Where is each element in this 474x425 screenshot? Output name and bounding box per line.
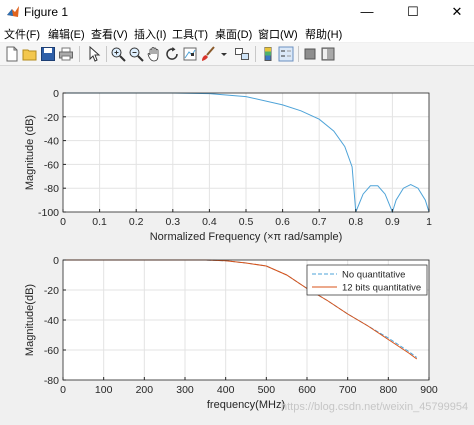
insert-legend-icon[interactable] [278, 46, 294, 62]
y-tick-label: -100 [38, 207, 59, 219]
zoom-in-icon[interactable] [110, 46, 126, 62]
new-figure-icon[interactable] [4, 46, 20, 62]
y-tick-label: -80 [44, 375, 59, 387]
insert-colorbar-icon[interactable] [260, 46, 276, 62]
menu-view[interactable]: 查看(V) [91, 29, 128, 41]
figure-area: 0 0.1 0.2 0.3 0.4 0.5 0.6 0.7 0.8 0.9 1 0 -20 -40 -60 -… [0, 66, 474, 422]
link-plot-icon[interactable] [234, 46, 250, 62]
open-file-icon[interactable] [22, 46, 38, 62]
show-plot-tools-icon[interactable] [320, 46, 336, 62]
y-tick-label: -20 [44, 285, 59, 297]
toolbar-separator [79, 46, 80, 62]
watermark: https://blog.csdn.net/weixin_45799954 [281, 401, 468, 413]
hide-plot-tools-icon[interactable] [302, 46, 318, 62]
x-tick-label: 100 [95, 384, 113, 396]
data-cursor-icon[interactable] [182, 46, 198, 62]
menu-file[interactable]: 文件(F) [4, 29, 41, 41]
select-arrow-icon[interactable] [86, 46, 102, 62]
window-title: Figure 1 [24, 5, 69, 19]
maximize-button[interactable]: ☐ [407, 4, 419, 19]
x-tick-label: 700 [339, 384, 357, 396]
x-tick-label: 0.9 [385, 216, 400, 228]
menu-help[interactable]: 帮助(H) [305, 29, 343, 41]
x-tick-label: 600 [298, 384, 316, 396]
chevron-down-icon[interactable] [216, 46, 232, 62]
x-tick-label: 0 [60, 216, 66, 228]
axes-1[interactable]: 0 0.1 0.2 0.3 0.4 0.5 0.6 0.7 0.8 0.9 1 0 -20 -40 -60 -… [24, 88, 432, 243]
y-tick-label: -40 [44, 315, 59, 327]
series-line-1 [63, 92, 430, 213]
y-tick-label: 0 [53, 255, 59, 267]
close-button[interactable]: ✕ [451, 4, 463, 19]
y-axis-label: Magnitude(dB) [24, 284, 36, 356]
menu-insert[interactable]: 插入(I) [134, 29, 167, 41]
x-tick-label: 300 [176, 384, 194, 396]
x-tick-label: 200 [136, 384, 154, 396]
toolbar-separator [106, 46, 107, 62]
rotate-3d-icon[interactable] [164, 46, 180, 62]
matlab-logo-icon [7, 6, 19, 17]
menu-desktop[interactable]: 桌面(D) [215, 29, 253, 41]
legend-label-2: 12 bits quantitative [342, 283, 421, 294]
brush-icon[interactable] [200, 46, 216, 62]
y-tick-label: -20 [44, 112, 59, 124]
minimize-button[interactable]: — [360, 4, 374, 19]
x-tick-label: 400 [217, 384, 235, 396]
axes-2[interactable]: 0 100 200 300 400 500 600 700 800 900 0 -20 -40 -60 -8… [24, 255, 438, 411]
x-tick-label: 900 [420, 384, 438, 396]
plots-canvas: 0 0.1 0.2 0.3 0.4 0.5 0.6 0.7 0.8 0.9 1 0 -20 -40 -60 -… [24, 88, 468, 413]
y-tick-label: -60 [44, 159, 59, 171]
y-tick-label: -60 [44, 345, 59, 357]
title-bar: Figure 1 — ☐ ✕ [0, 0, 474, 24]
x-tick-label: 500 [258, 384, 276, 396]
x-tick-label: 0.5 [239, 216, 254, 228]
x-tick-label: 1 [426, 216, 432, 228]
x-tick-label: 0.6 [275, 216, 290, 228]
toolbar [0, 43, 474, 66]
print-icon[interactable] [58, 46, 74, 62]
y-tick-label: -80 [44, 183, 59, 195]
x-tick-label: 0.1 [92, 216, 107, 228]
y-tick-label: 0 [53, 88, 59, 100]
toolbar-separator [255, 46, 256, 62]
toolbar-separator [298, 46, 299, 62]
y-tick-label: -40 [44, 136, 59, 148]
x-axis-label: frequency(MHz) [207, 399, 285, 411]
legend-box [306, 264, 428, 296]
x-tick-label: 800 [380, 384, 398, 396]
legend-label-1: No quantitative [342, 270, 405, 281]
x-tick-label: 0 [60, 384, 66, 396]
x-tick-label: 0.2 [129, 216, 144, 228]
y-axis-label: Magnitude (dB) [24, 115, 36, 190]
x-tick-label: 0.8 [348, 216, 363, 228]
menu-edit[interactable]: 编辑(E) [48, 29, 85, 41]
x-tick-label: 0.4 [202, 216, 217, 228]
x-axis-label: Normalized Frequency (×π rad/sample) [150, 231, 343, 243]
save-icon[interactable] [40, 46, 56, 62]
pan-hand-icon[interactable] [146, 46, 162, 62]
menu-window[interactable]: 窗口(W) [258, 29, 298, 41]
x-tick-label: 0.3 [165, 216, 180, 228]
menu-tools[interactable]: 工具(T) [172, 29, 209, 41]
legend: No quantitative 12 bits quantitative [306, 264, 428, 296]
x-tick-label: 0.7 [312, 216, 327, 228]
menu-bar: 文件(F) 编辑(E) 查看(V) 插入(I) 工具(T) 桌面(D) 窗口(W… [0, 24, 474, 42]
zoom-out-icon[interactable] [128, 46, 144, 62]
